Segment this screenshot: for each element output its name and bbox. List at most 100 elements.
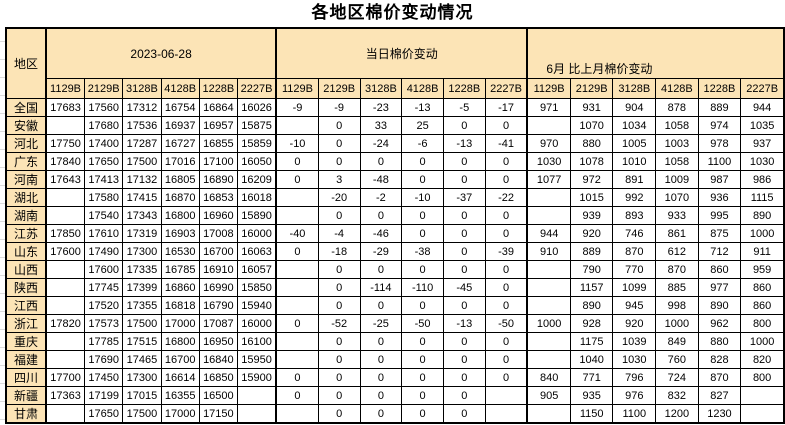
monthly-change-cell[interactable]: 944	[740, 98, 785, 117]
monthly-change-cell[interactable]: 893	[612, 206, 657, 225]
daily-change-cell[interactable]: 0	[442, 224, 486, 243]
daily-change-cell[interactable]: -18	[317, 242, 361, 261]
daily-change-cell[interactable]: -114	[359, 278, 403, 297]
daily-change-cell[interactable]: -29	[359, 242, 403, 261]
prices-cell[interactable]: 17560	[84, 98, 124, 117]
monthly-change-cell[interactable]: 1030	[740, 152, 785, 171]
monthly-change-cell[interactable]: 880	[697, 332, 742, 351]
monthly-change-cell[interactable]	[526, 260, 571, 279]
daily-change-cell[interactable]: -20	[317, 188, 361, 207]
prices-cell[interactable]: 16850	[198, 368, 238, 387]
daily-change-cell[interactable]: -6	[401, 134, 444, 153]
prices-cell[interactable]: 15900	[236, 368, 277, 387]
daily-change-cell[interactable]: 0	[359, 152, 403, 171]
monthly-change-cell[interactable]: 890	[697, 296, 742, 315]
daily-change-cell[interactable]: 0	[484, 206, 528, 225]
prices-cell[interactable]: 17087	[198, 314, 238, 333]
daily-change-cell[interactable]	[275, 188, 319, 207]
daily-change-cell[interactable]: -4	[317, 224, 361, 243]
prices-cell[interactable]: 16614	[160, 368, 200, 387]
prices-cell[interactable]: 17100	[198, 152, 238, 171]
monthly-change-cell[interactable]	[526, 296, 571, 315]
prices-cell[interactable]: 15950	[236, 350, 277, 369]
region-cell[interactable]: 安徽	[5, 116, 47, 135]
prices-cell[interactable]: 16018	[236, 188, 277, 207]
region-cell[interactable]: 全国	[5, 98, 47, 117]
prices-cell[interactable]: 17690	[84, 350, 124, 369]
daily-change-cell[interactable]: -46	[359, 224, 403, 243]
daily-change-cell[interactable]: 0	[484, 350, 528, 369]
monthly-change-cell[interactable]: 1070	[569, 116, 614, 135]
monthly-change-cell[interactable]: 889	[569, 242, 614, 261]
daily-change-cell[interactable]	[484, 404, 528, 424]
prices-cell[interactable]: 15859	[236, 134, 277, 153]
prices-cell[interactable]: 17700	[44, 368, 86, 387]
monthly-change-cell[interactable]: 1115	[740, 188, 785, 207]
daily-change-cell[interactable]: 0	[275, 242, 319, 261]
prices-cell[interactable]: 17650	[84, 152, 124, 171]
daily-change-cell[interactable]: -10	[401, 188, 444, 207]
monthly-change-cell[interactable]: 935	[569, 386, 614, 405]
prices-cell[interactable]: 17450	[84, 368, 124, 387]
column-header-prices-2129B[interactable]: 2129B	[84, 78, 124, 99]
monthly-change-cell[interactable]: 1030	[612, 350, 657, 369]
monthly-change-cell[interactable]: 1003	[655, 134, 699, 153]
daily-change-cell[interactable]: 0	[442, 386, 486, 405]
prices-cell[interactable]: 17287	[122, 134, 162, 153]
daily-change-cell[interactable]: -9	[317, 98, 361, 117]
daily-change-cell[interactable]: -50	[401, 314, 444, 333]
daily-change-cell[interactable]: -50	[484, 314, 528, 333]
prices-cell[interactable]	[236, 386, 277, 405]
prices-cell[interactable]: 17199	[84, 386, 124, 405]
prices-cell[interactable]	[44, 350, 86, 369]
monthly-change-cell[interactable]: 992	[612, 188, 657, 207]
daily-change-cell[interactable]: 0	[317, 152, 361, 171]
monthly-change-cell[interactable]: 972	[569, 170, 614, 189]
prices-cell[interactable]: 17335	[122, 260, 162, 279]
monthly-change-cell[interactable]: 936	[697, 188, 742, 207]
monthly-change-cell[interactable]: 724	[655, 368, 699, 387]
region-cell[interactable]: 江西	[5, 296, 47, 315]
monthly-change-cell[interactable]: 939	[569, 206, 614, 225]
daily-change-cell[interactable]: 0	[442, 242, 486, 261]
prices-cell[interactable]: 17008	[198, 224, 238, 243]
prices-cell[interactable]: 17500	[122, 314, 162, 333]
daily-change-cell[interactable]: 0	[484, 152, 528, 171]
monthly-change-cell[interactable]: 986	[740, 170, 785, 189]
prices-cell[interactable]: 17355	[122, 296, 162, 315]
region-cell[interactable]: 福建	[5, 350, 47, 369]
prices-cell[interactable]: 17132	[122, 170, 162, 189]
prices-cell[interactable]	[44, 206, 86, 225]
monthly-change-cell[interactable]: 861	[655, 224, 699, 243]
prices-cell[interactable]: 17000	[160, 404, 200, 424]
prices-cell[interactable]: 16100	[236, 332, 277, 351]
column-header-monthly_change-1228B[interactable]: 1228B	[697, 78, 742, 99]
prices-cell[interactable]: 17580	[84, 188, 124, 207]
monthly-change-cell[interactable]: 890	[740, 206, 785, 225]
monthly-change-cell[interactable]: 959	[740, 260, 785, 279]
daily-change-cell[interactable]: 0	[442, 404, 486, 424]
prices-cell[interactable]: 15850	[236, 278, 277, 297]
monthly-change-cell[interactable]: 1040	[569, 350, 614, 369]
daily-change-cell[interactable]: 0	[484, 368, 528, 387]
daily-change-cell[interactable]: 0	[401, 368, 444, 387]
daily-change-cell[interactable]: -37	[442, 188, 486, 207]
daily-change-cell[interactable]	[484, 386, 528, 405]
prices-cell[interactable]: 17520	[84, 296, 124, 315]
monthly-change-cell[interactable]: 978	[697, 134, 742, 153]
prices-cell[interactable]: 17540	[84, 206, 124, 225]
daily-change-cell[interactable]: 0	[484, 296, 528, 315]
monthly-change-cell[interactable]: 827	[697, 386, 742, 405]
monthly-change-cell[interactable]: 860	[740, 278, 785, 297]
monthly-change-cell[interactable]: 1034	[612, 116, 657, 135]
region-cell[interactable]: 山东	[5, 242, 47, 261]
prices-cell[interactable]: 17610	[84, 224, 124, 243]
monthly-change-cell[interactable]: 1100	[612, 404, 657, 424]
daily-change-cell[interactable]: -2	[359, 188, 403, 207]
prices-cell[interactable]	[44, 296, 86, 315]
daily-change-cell[interactable]: -110	[401, 278, 444, 297]
prices-cell[interactable]: 16530	[160, 242, 200, 261]
monthly-change-cell[interactable]: 800	[740, 314, 785, 333]
prices-cell[interactable]: 16700	[198, 242, 238, 261]
prices-cell[interactable]: 16870	[160, 188, 200, 207]
